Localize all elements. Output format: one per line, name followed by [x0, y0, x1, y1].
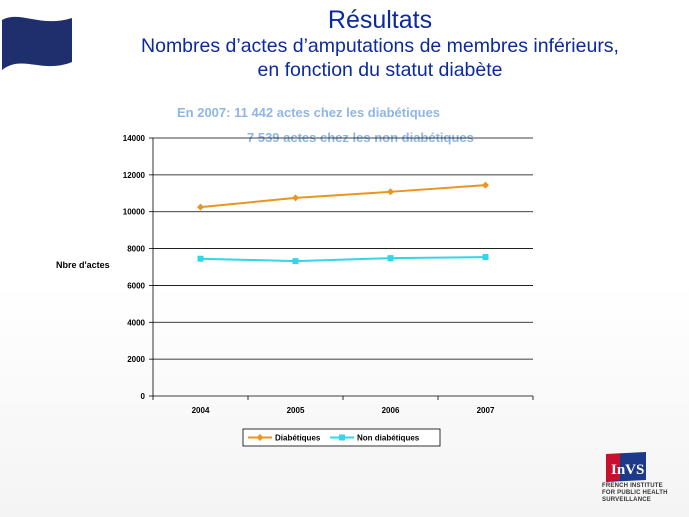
legend-label-1: Non diabétiques [357, 434, 420, 443]
data-point-1-2006 [387, 255, 394, 262]
legend-swatch-marker-0 [256, 434, 264, 441]
data-point-0-2006 [387, 188, 394, 196]
y-tick-label-10000: 10000 [123, 208, 146, 217]
logo-line3: SURVEILLANCE [602, 497, 651, 503]
x-tick-label-2004: 2004 [192, 406, 210, 415]
y-tick-label-0: 0 [141, 392, 146, 401]
y-tick-label-2000: 2000 [127, 355, 145, 364]
x-tick-label-2006: 2006 [382, 406, 400, 415]
annotation-non-diabetic: 7 539 actes chez les non diabétiques [247, 130, 474, 145]
chart-series [197, 181, 489, 265]
chart-legend: Diabétiques Non diabétiques [242, 428, 441, 447]
chart-gridlines [153, 137, 533, 360]
y-tick-label-4000: 4000 [127, 318, 145, 327]
series-line-1 [200, 256, 486, 263]
logo-caption: FRENCH INSTITUTE FOR PUBLIC HEALTH SURVE… [602, 483, 686, 504]
data-point-0-2007 [482, 181, 489, 189]
logo-mark-text: InVS [611, 462, 644, 478]
legend-swatch-marker-1 [339, 434, 345, 441]
data-point-1-2004 [197, 255, 204, 262]
slide-title: Résultats [327, 6, 433, 34]
data-point-0-2004 [197, 203, 204, 211]
series-line-0 [200, 184, 486, 209]
data-point-1-2007 [482, 254, 489, 261]
y-tick-label-14000: 14000 [123, 134, 146, 143]
data-point-0-2005 [292, 194, 299, 202]
legend-label-0: Diabétiques [275, 434, 321, 443]
logo-line2: FOR PUBLIC HEALTH [602, 490, 668, 496]
logo-line1: FRENCH INSTITUTE [602, 483, 663, 489]
y-axis-ticks: 0 2000 4000 6000 8000 10000 12000 14000 [123, 134, 153, 401]
chart-axes [152, 138, 533, 397]
invs-logo-icon: InVS [606, 452, 646, 482]
x-tick-label-2005: 2005 [287, 406, 305, 415]
slide-subtitle-line1: Nombres d’actes d’amputations de membres… [141, 35, 619, 57]
annotation-diabetic: En 2007: 11 442 actes chez les diabétiqu… [177, 105, 441, 120]
x-axis-ticks: 2004 2005 2006 2007 [152, 396, 534, 415]
y-tick-label-6000: 6000 [127, 281, 145, 290]
x-tick-label-2007: 2007 [477, 406, 495, 415]
slide-subtitle-line2: en fonction du statut diabète [257, 59, 503, 81]
y-tick-label-8000: 8000 [127, 245, 145, 254]
y-axis-label: Nbre d'actes [56, 260, 110, 270]
slide-title-block: Résultats Nombres d’actes d’amputations … [70, 6, 689, 82]
data-point-1-2005 [292, 258, 299, 265]
flag-logo-icon [2, 16, 72, 71]
y-tick-label-12000: 12000 [123, 171, 146, 180]
